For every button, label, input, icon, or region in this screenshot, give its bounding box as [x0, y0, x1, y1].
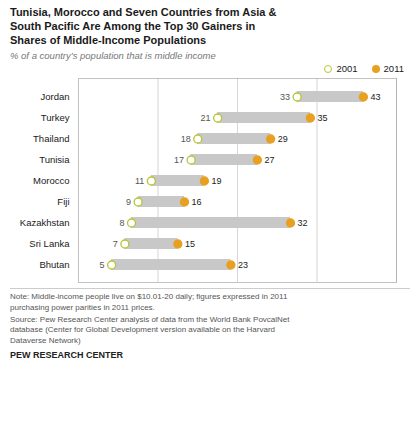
svg-text:23: 23 [238, 260, 248, 270]
html-text:2001: 2001 [336, 63, 358, 75]
html-text:Source: Pew Research Center an: Source: Pew Research Center analysis of … [10, 315, 290, 345]
svg-text:35: 35 [317, 113, 327, 123]
svg-text:19: 19 [211, 176, 221, 186]
svg-text:32: 32 [298, 218, 308, 228]
svg-text:7: 7 [113, 239, 118, 249]
svg-text:5: 5 [100, 260, 105, 270]
svg-text:Thailand: Thailand [33, 133, 69, 144]
svg-text:43: 43 [370, 92, 380, 102]
html-text:PEW RESEARCH CENTER: PEW RESEARCH CENTER [10, 350, 123, 361]
svg-text:11: 11 [135, 176, 144, 186]
svg-text:18: 18 [181, 134, 191, 144]
svg-text:Sri Lanka: Sri Lanka [29, 238, 70, 249]
svg-text:Tunisia: Tunisia [39, 154, 70, 165]
svg-text:27: 27 [264, 155, 274, 165]
svg-text:29: 29 [278, 134, 288, 144]
svg-text:Kazakhstan: Kazakhstan [20, 217, 70, 228]
svg-text:Bhutan: Bhutan [39, 259, 69, 270]
svg-text:Turkey: Turkey [41, 112, 70, 123]
svg-text:9: 9 [126, 197, 131, 207]
svg-text:33: 33 [280, 92, 290, 102]
html-text:2011: 2011 [383, 63, 404, 75]
svg-text:Morocco: Morocco [33, 175, 69, 186]
svg-text:17: 17 [174, 155, 184, 165]
html-text:Note: Middle-income people liv: Note: Middle-income people live on $10.0… [10, 292, 288, 312]
html-text:% of a country’s population th: % of a country’s population that is midd… [10, 50, 216, 62]
svg-text:16: 16 [192, 197, 202, 207]
html-text:Tunisia, Morocco and Seven Cou: Tunisia, Morocco and Seven Countries fro… [10, 6, 277, 46]
svg-text:Jordan: Jordan [40, 91, 69, 102]
svg-text:15: 15 [185, 239, 195, 249]
svg-text:Fiji: Fiji [57, 196, 69, 207]
svg-text:21: 21 [201, 113, 211, 123]
svg-text:8: 8 [119, 218, 124, 228]
